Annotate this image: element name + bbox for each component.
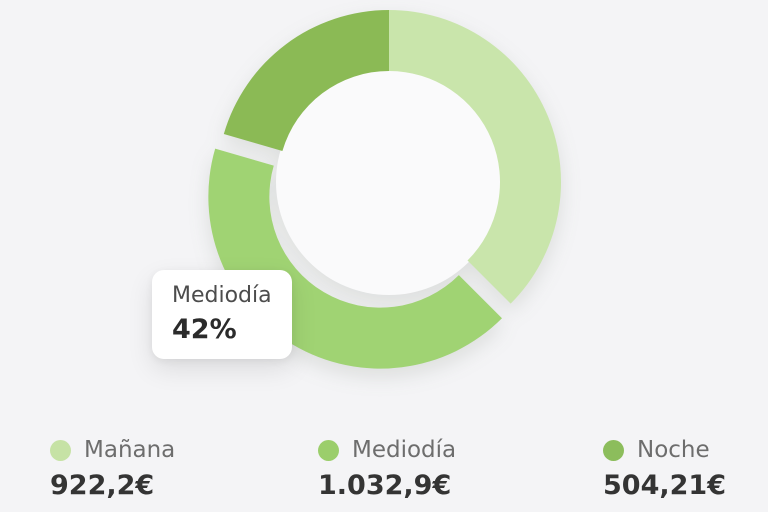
pie-segment-noche[interactable]: [223, 10, 389, 152]
legend-label: Noche: [637, 437, 710, 463]
legend-label: Mañana: [84, 437, 176, 463]
legend-dot-mediodia: [318, 439, 339, 461]
legend-item-manana[interactable]: Mañana 922,2€: [50, 436, 175, 501]
legend-value: 504,21€: [603, 470, 726, 501]
legend-dot-noche: [603, 439, 624, 461]
chart-legend: Mañana 922,2€ Mediodía 1.032,9€ Noche 50…: [0, 436, 768, 506]
donut-chart: [208, 10, 562, 369]
legend-value: 922,2€: [50, 470, 155, 501]
pie-segment-manana[interactable]: [389, 10, 562, 304]
legend-dot-manana: [50, 439, 71, 461]
tooltip-value: 42%: [172, 314, 237, 345]
legend-item-mediodia[interactable]: Mediodía 1.032,9€: [318, 436, 456, 501]
legend-item-noche[interactable]: Noche 504,21€: [603, 436, 726, 501]
tooltip-label: Mediodía: [172, 283, 272, 308]
chart-tooltip: Mediodía 42%: [152, 270, 292, 359]
donut-hole: [276, 69, 502, 295]
legend-value: 1.032,9€: [318, 470, 452, 501]
legend-label: Mediodía: [352, 437, 457, 463]
